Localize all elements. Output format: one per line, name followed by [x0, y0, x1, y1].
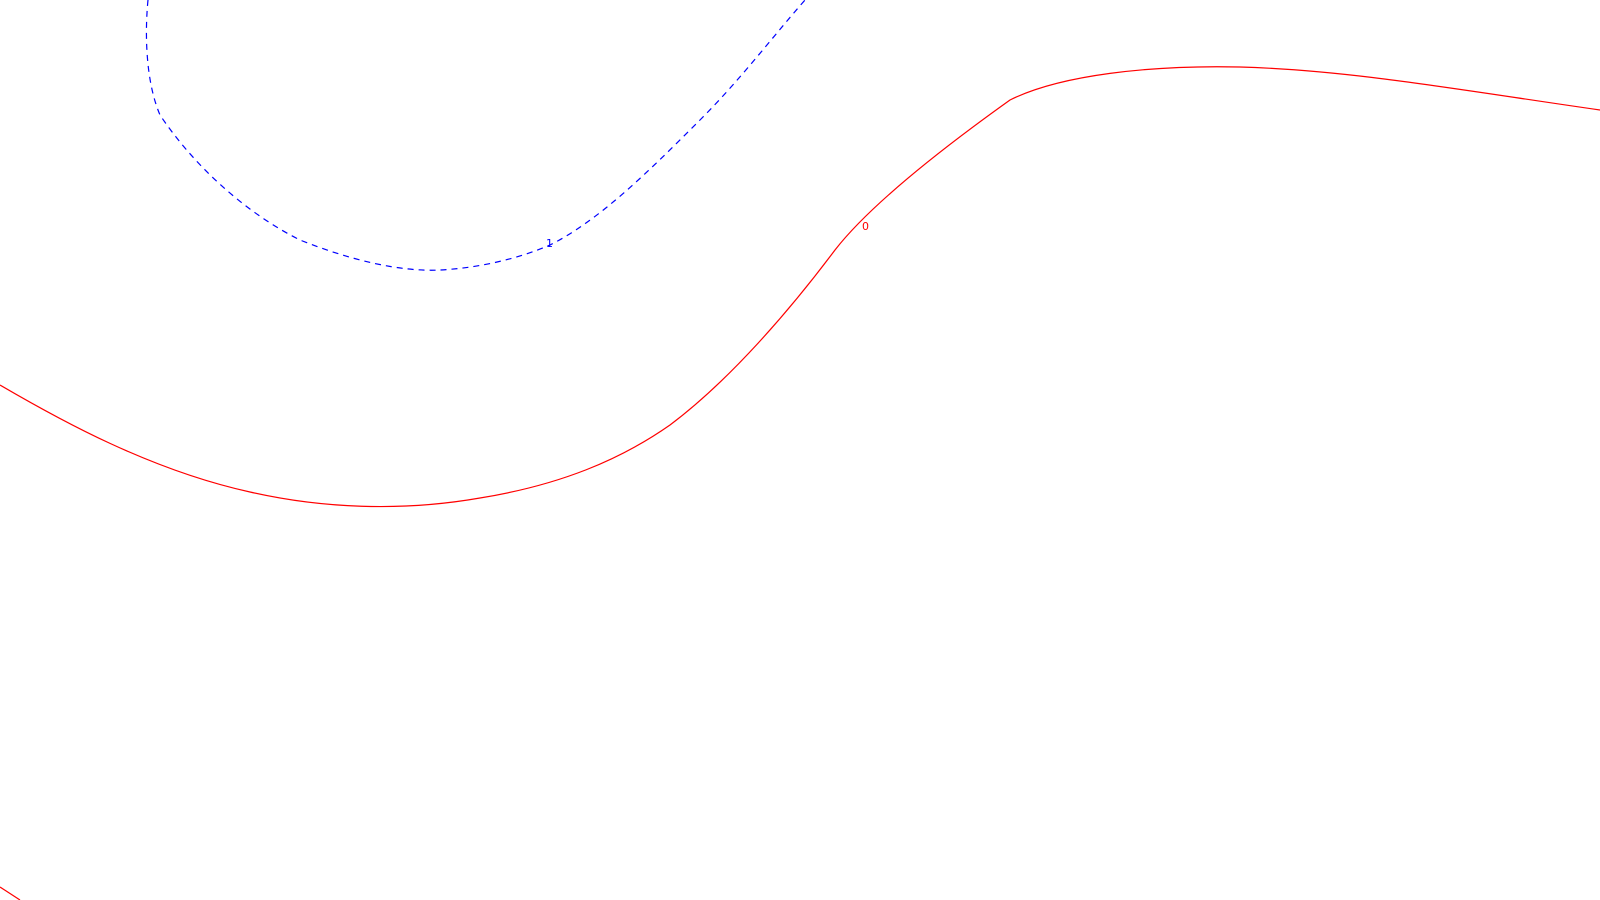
contour-line — [0, 886, 21, 900]
contour-line-level-0: 0 — [0, 66, 1600, 508]
contour-line — [0, 66, 1600, 508]
contour-label-1: 1 — [546, 237, 553, 250]
contour-line-level-0-corner — [0, 886, 21, 900]
contour-line — [145, 0, 806, 271]
contour-label-0: 0 — [862, 220, 869, 233]
contour-line-level-1: 1 — [145, 0, 806, 271]
